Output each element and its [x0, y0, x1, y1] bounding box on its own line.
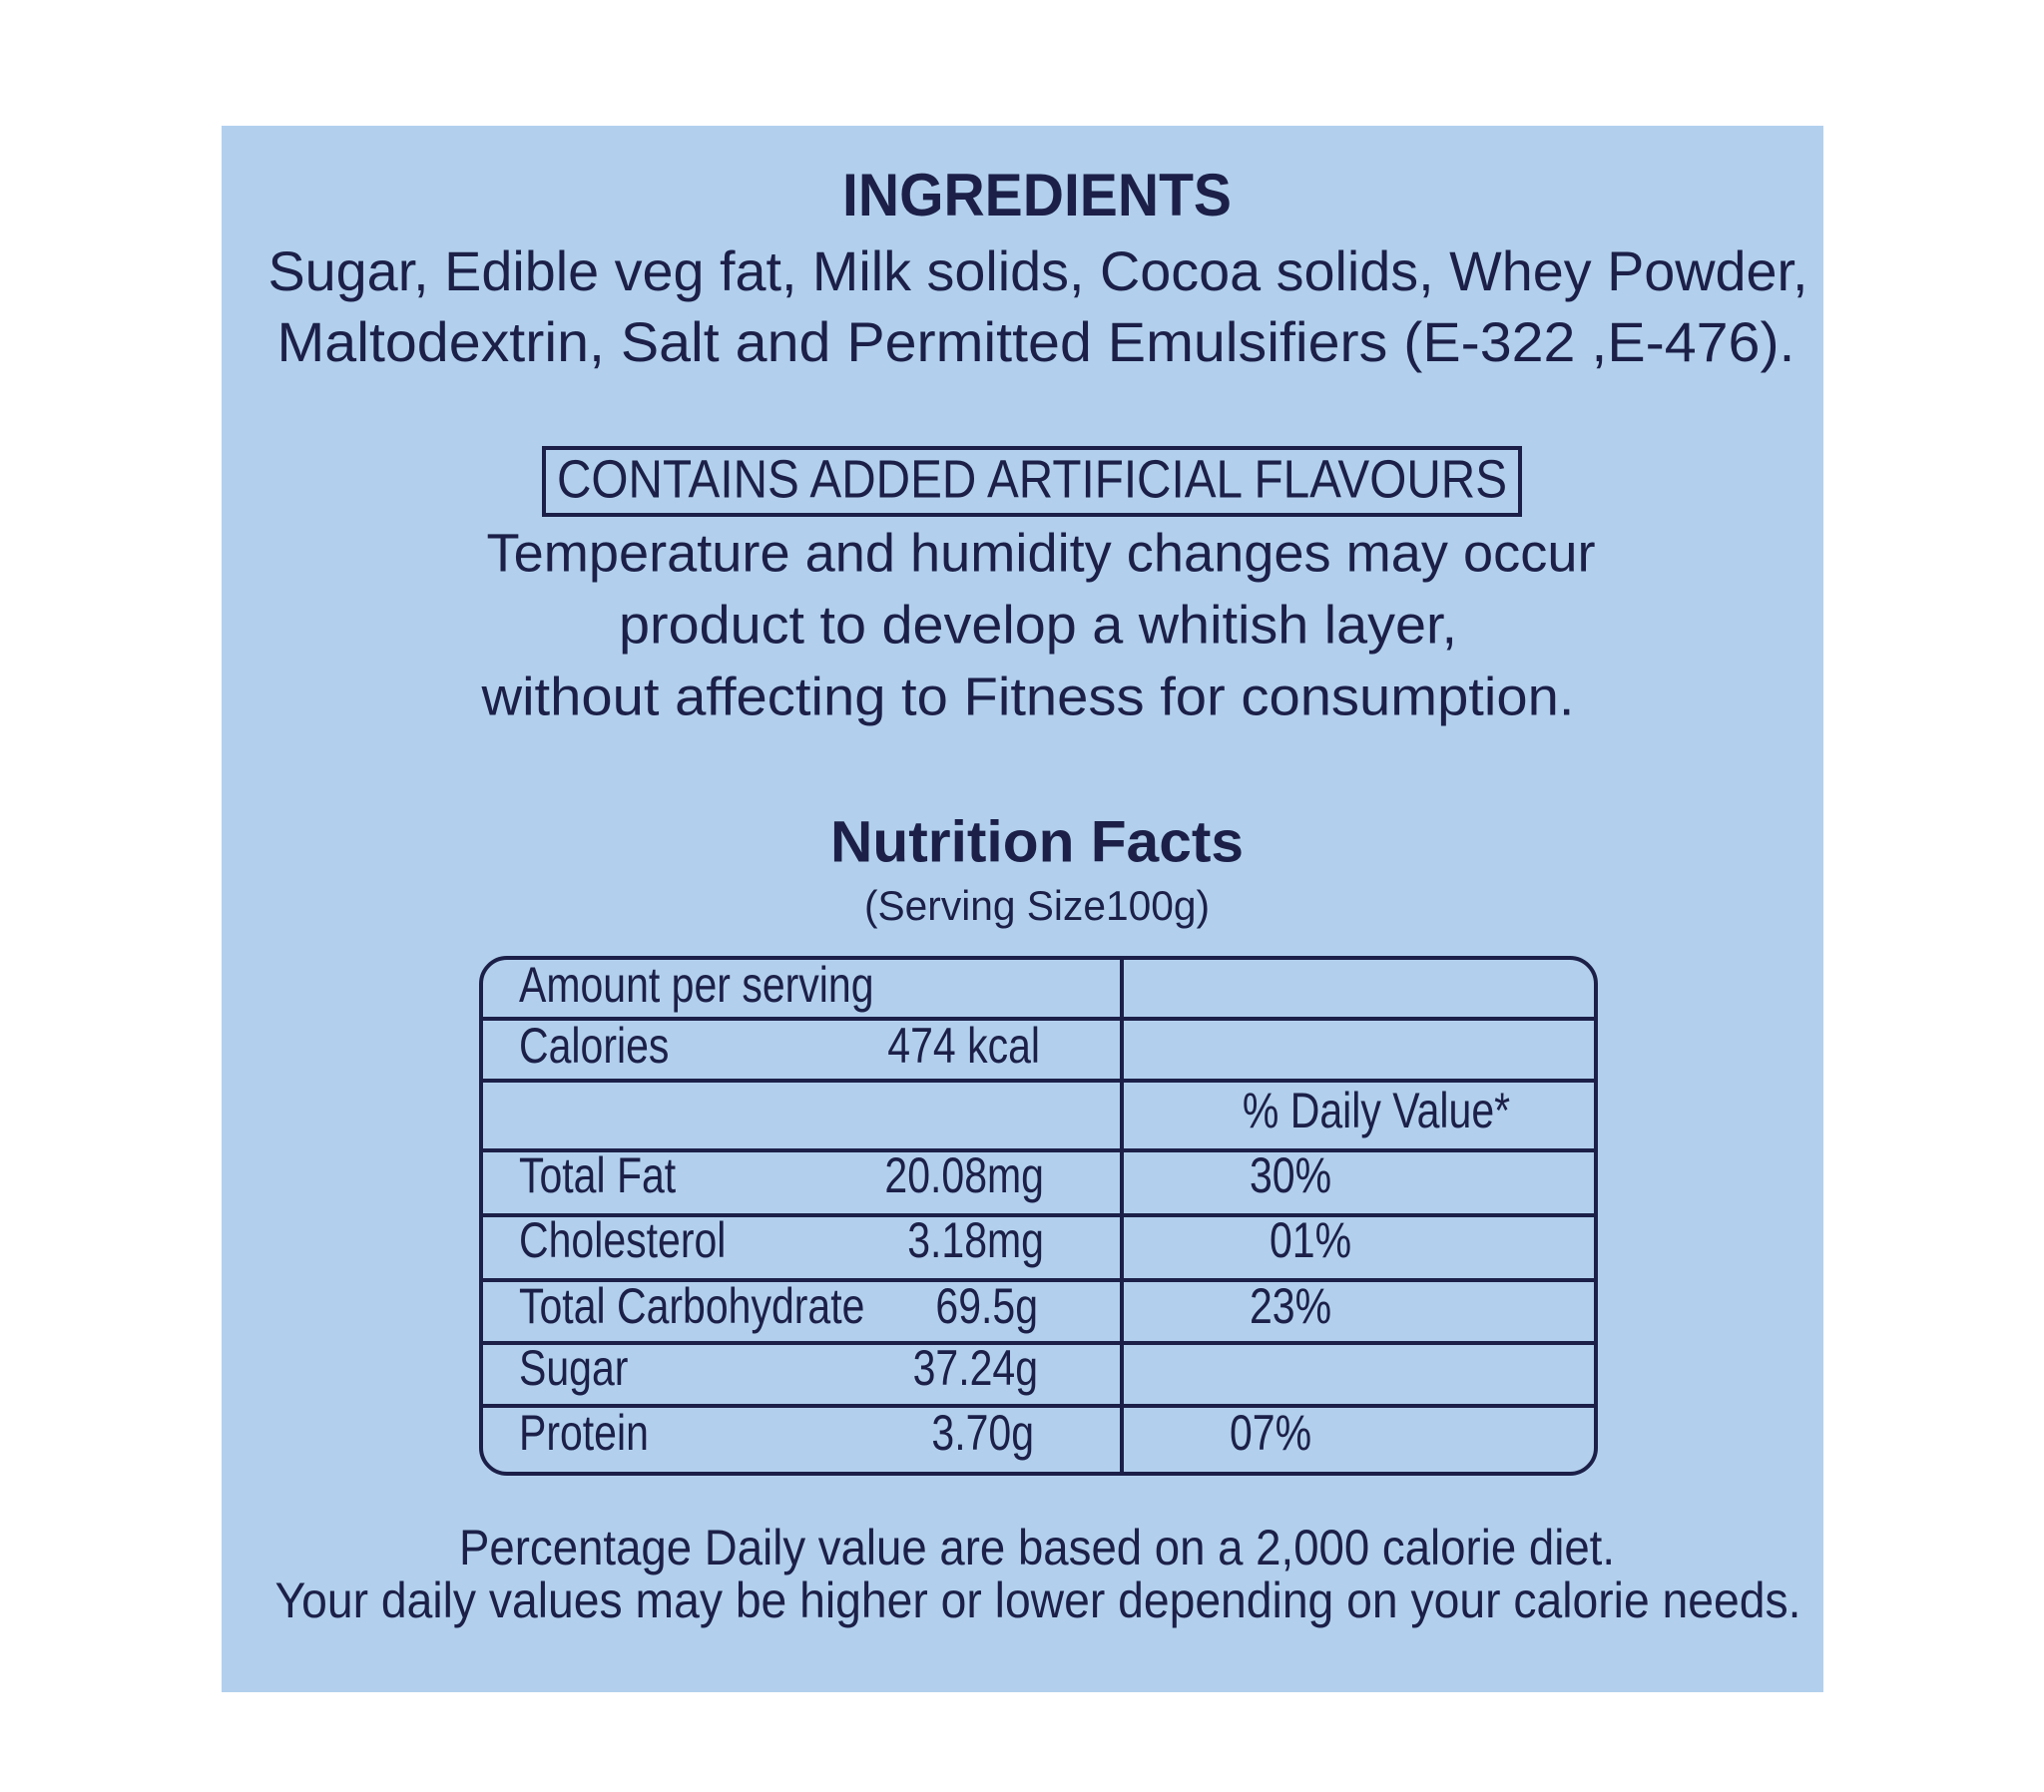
ingredients-line: Sugar, Edible veg fat, Milk solids, Coco…: [268, 239, 1808, 302]
warning: CONTAINS ADDED ARTIFICIAL FLAVOURS: [557, 449, 1507, 509]
ingredients-title: INGREDIENTS: [842, 162, 1232, 228]
row-label: Cholesterol: [519, 1212, 726, 1268]
row-label: Amount per serving: [519, 957, 874, 1013]
row-label: Total Fat: [519, 1147, 676, 1203]
row-label: Total Carbohydrate: [519, 1278, 864, 1334]
warning-box: [542, 446, 1522, 517]
label-panel: [222, 126, 1823, 1692]
row-label: Sugar: [519, 1340, 628, 1396]
ingredients-line: Maltodextrin, Salt and Permitted Emulsif…: [277, 310, 1795, 373]
row-label: Calories: [519, 1018, 669, 1074]
row-amount: 3.18mg: [907, 1212, 1044, 1268]
row-amount: 69.5g: [935, 1278, 1038, 1334]
row-daily-value: % Daily Value*: [1243, 1083, 1510, 1138]
row-amount: 3.70g: [931, 1405, 1034, 1461]
row-daily-value: 01%: [1270, 1212, 1351, 1268]
notice-line: Temperature and humidity changes may occ…: [487, 523, 1596, 583]
row-amount: 37.24g: [913, 1340, 1038, 1396]
row-daily-value: 07%: [1230, 1405, 1311, 1461]
serving-size: (Serving Size100g): [864, 882, 1210, 929]
notice-line: without affecting to Fitness for consump…: [480, 667, 1574, 726]
row-amount: 20.08mg: [884, 1147, 1044, 1203]
row-daily-value: 23%: [1250, 1278, 1331, 1334]
row-label: Protein: [519, 1405, 649, 1461]
footnote-line: Percentage Daily value are based on a 2,…: [459, 1520, 1615, 1575]
row-daily-value: 30%: [1250, 1147, 1331, 1203]
footnote-line: Your daily values may be higher or lower…: [275, 1572, 1801, 1628]
notice-line: product to develop a whitish layer,: [619, 595, 1457, 655]
row-amount: 474 kcal: [887, 1018, 1040, 1074]
nutrition-title: Nutrition Facts: [830, 809, 1244, 874]
